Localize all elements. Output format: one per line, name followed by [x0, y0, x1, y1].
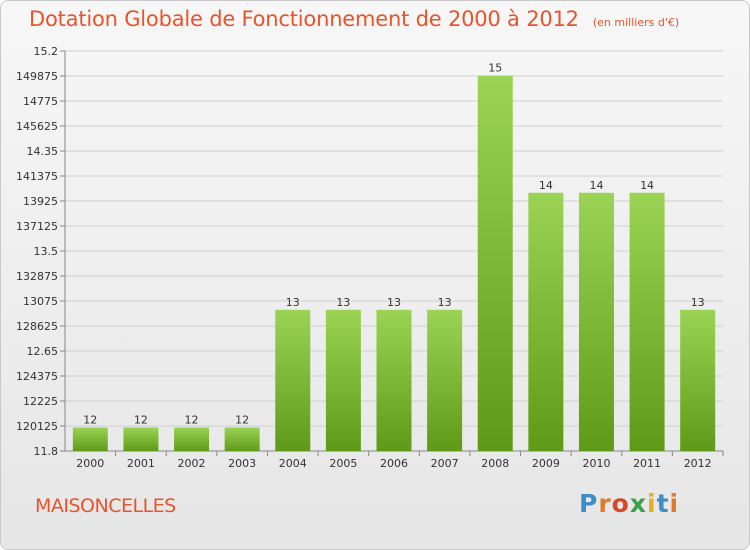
- logo-letter: i: [669, 489, 680, 518]
- bar-2012: [680, 309, 716, 451]
- y-tick-label: 12225: [23, 395, 58, 408]
- x-tick-label: 2009: [532, 457, 560, 470]
- y-tick-label: 141375: [16, 170, 58, 183]
- x-tick-label: 2003: [228, 457, 256, 470]
- proxiti-logo: Proxiti: [579, 489, 679, 518]
- y-tick-label: 149875: [16, 70, 58, 83]
- x-tick-label: 2008: [481, 457, 509, 470]
- x-tick-label: 2000: [76, 457, 104, 470]
- y-tick-label: 12.65: [27, 345, 59, 358]
- bar-2003: [224, 427, 260, 451]
- y-tick-label: 14.35: [27, 145, 59, 158]
- y-tick-label: 120125: [16, 420, 58, 433]
- commune-name: MAISONCELLES: [35, 495, 176, 517]
- x-tick-label: 2006: [380, 457, 408, 470]
- y-tick-labels: 15.2 149875 14775 145625 14.35 141375 13925 137…: [16, 45, 58, 458]
- bar-2001: [123, 427, 159, 451]
- y-tick-label: 13075: [23, 295, 58, 308]
- x-tick-labels: 2000 2001 2002 2003 2004 2005 2006 2007 2008 2009…: [76, 451, 724, 470]
- y-tick-label: 128625: [16, 320, 58, 333]
- bar-2007: [427, 309, 463, 451]
- bar-2005: [325, 309, 361, 451]
- bar-2008: [477, 75, 513, 452]
- bar-value-label: 14: [539, 179, 553, 192]
- y-tick-label: 13.5: [34, 245, 59, 258]
- bar-value-label: 12: [134, 413, 148, 426]
- unit-note: (en milliers d'€): [592, 16, 680, 29]
- bar-value-label: 13: [286, 296, 300, 309]
- bar-value-label: 12: [83, 413, 97, 426]
- logo-letter: o: [611, 489, 630, 518]
- y-tick-label: 15.2: [34, 45, 59, 58]
- logo-letter: P: [579, 489, 599, 518]
- bar-value-label: 13: [336, 296, 350, 309]
- logo-letter: x: [629, 489, 647, 518]
- bar-2002: [174, 427, 210, 451]
- bar-value-label: 14: [589, 179, 603, 192]
- x-tick-label: 2005: [329, 457, 357, 470]
- y-tick-label: 13925: [23, 195, 58, 208]
- bar-2010: [578, 192, 614, 451]
- x-tick-label: 2010: [582, 457, 610, 470]
- y-tick-label: 132875: [16, 270, 58, 283]
- x-tick-label: 2001: [127, 457, 155, 470]
- bar-2000: [72, 427, 108, 451]
- x-tick-label: 2007: [431, 457, 459, 470]
- bar-2004: [275, 309, 311, 451]
- bar-2011: [629, 192, 665, 451]
- y-tick-label: 14775: [23, 95, 58, 108]
- y-tick-label: 124375: [16, 370, 58, 383]
- bar-value-label: 13: [691, 296, 705, 309]
- bar-value-label: 14: [640, 179, 654, 192]
- y-tick-label: 11.8: [34, 445, 59, 458]
- x-tick-label: 2011: [633, 457, 661, 470]
- x-tick-label: 2002: [178, 457, 206, 470]
- y-tick-label: 137125: [16, 220, 58, 233]
- chart-title: Dotation Globale de Fonctionnement de 20…: [29, 7, 579, 31]
- bar-value-label: 13: [387, 296, 401, 309]
- logo-letter: r: [598, 489, 612, 518]
- bar-value-labels: 12 12 12 12 13 13 13 13 15 14 14 14 13: [83, 62, 704, 427]
- bar-value-label: 13: [438, 296, 452, 309]
- y-tick-label: 145625: [16, 120, 58, 133]
- bar-value-label: 12: [235, 413, 249, 426]
- logo-letter: i: [647, 489, 657, 518]
- bar-value-label: 15: [488, 62, 502, 75]
- logo-letter: t: [656, 489, 670, 518]
- bar-value-label: 12: [185, 413, 199, 426]
- x-tick-label: 2004: [279, 457, 307, 470]
- chart-title-block: Dotation Globale de Fonctionnement de 20…: [29, 7, 679, 31]
- bar-2009: [528, 192, 564, 451]
- bar-2006: [376, 309, 412, 451]
- bars: [72, 75, 716, 452]
- x-tick-label: 2012: [684, 457, 712, 470]
